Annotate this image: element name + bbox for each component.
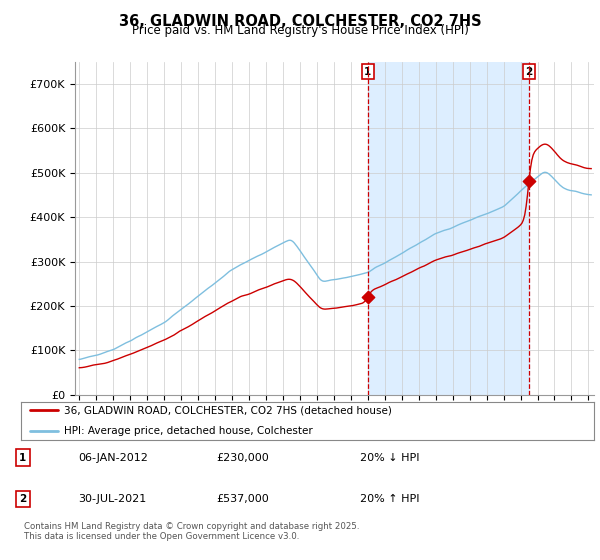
Text: Contains HM Land Registry data © Crown copyright and database right 2025.
This d: Contains HM Land Registry data © Crown c… bbox=[24, 522, 359, 542]
Point bbox=[363, 292, 373, 301]
Text: 1: 1 bbox=[19, 452, 26, 463]
Text: 36, GLADWIN ROAD, COLCHESTER, CO2 7HS (detached house): 36, GLADWIN ROAD, COLCHESTER, CO2 7HS (d… bbox=[64, 405, 392, 416]
Text: 30-JUL-2021: 30-JUL-2021 bbox=[78, 494, 146, 504]
Text: 20% ↑ HPI: 20% ↑ HPI bbox=[360, 494, 419, 504]
Text: £537,000: £537,000 bbox=[216, 494, 269, 504]
Text: £230,000: £230,000 bbox=[216, 452, 269, 463]
Point bbox=[524, 176, 534, 185]
Text: 20% ↓ HPI: 20% ↓ HPI bbox=[360, 452, 419, 463]
Text: 2: 2 bbox=[526, 67, 533, 77]
Text: 36, GLADWIN ROAD, COLCHESTER, CO2 7HS: 36, GLADWIN ROAD, COLCHESTER, CO2 7HS bbox=[119, 14, 481, 29]
Text: 06-JAN-2012: 06-JAN-2012 bbox=[78, 452, 148, 463]
Text: Price paid vs. HM Land Registry's House Price Index (HPI): Price paid vs. HM Land Registry's House … bbox=[131, 24, 469, 37]
Text: HPI: Average price, detached house, Colchester: HPI: Average price, detached house, Colc… bbox=[64, 426, 313, 436]
Text: 1: 1 bbox=[364, 67, 371, 77]
Text: 2: 2 bbox=[19, 494, 26, 504]
Bar bbox=[368, 62, 529, 395]
